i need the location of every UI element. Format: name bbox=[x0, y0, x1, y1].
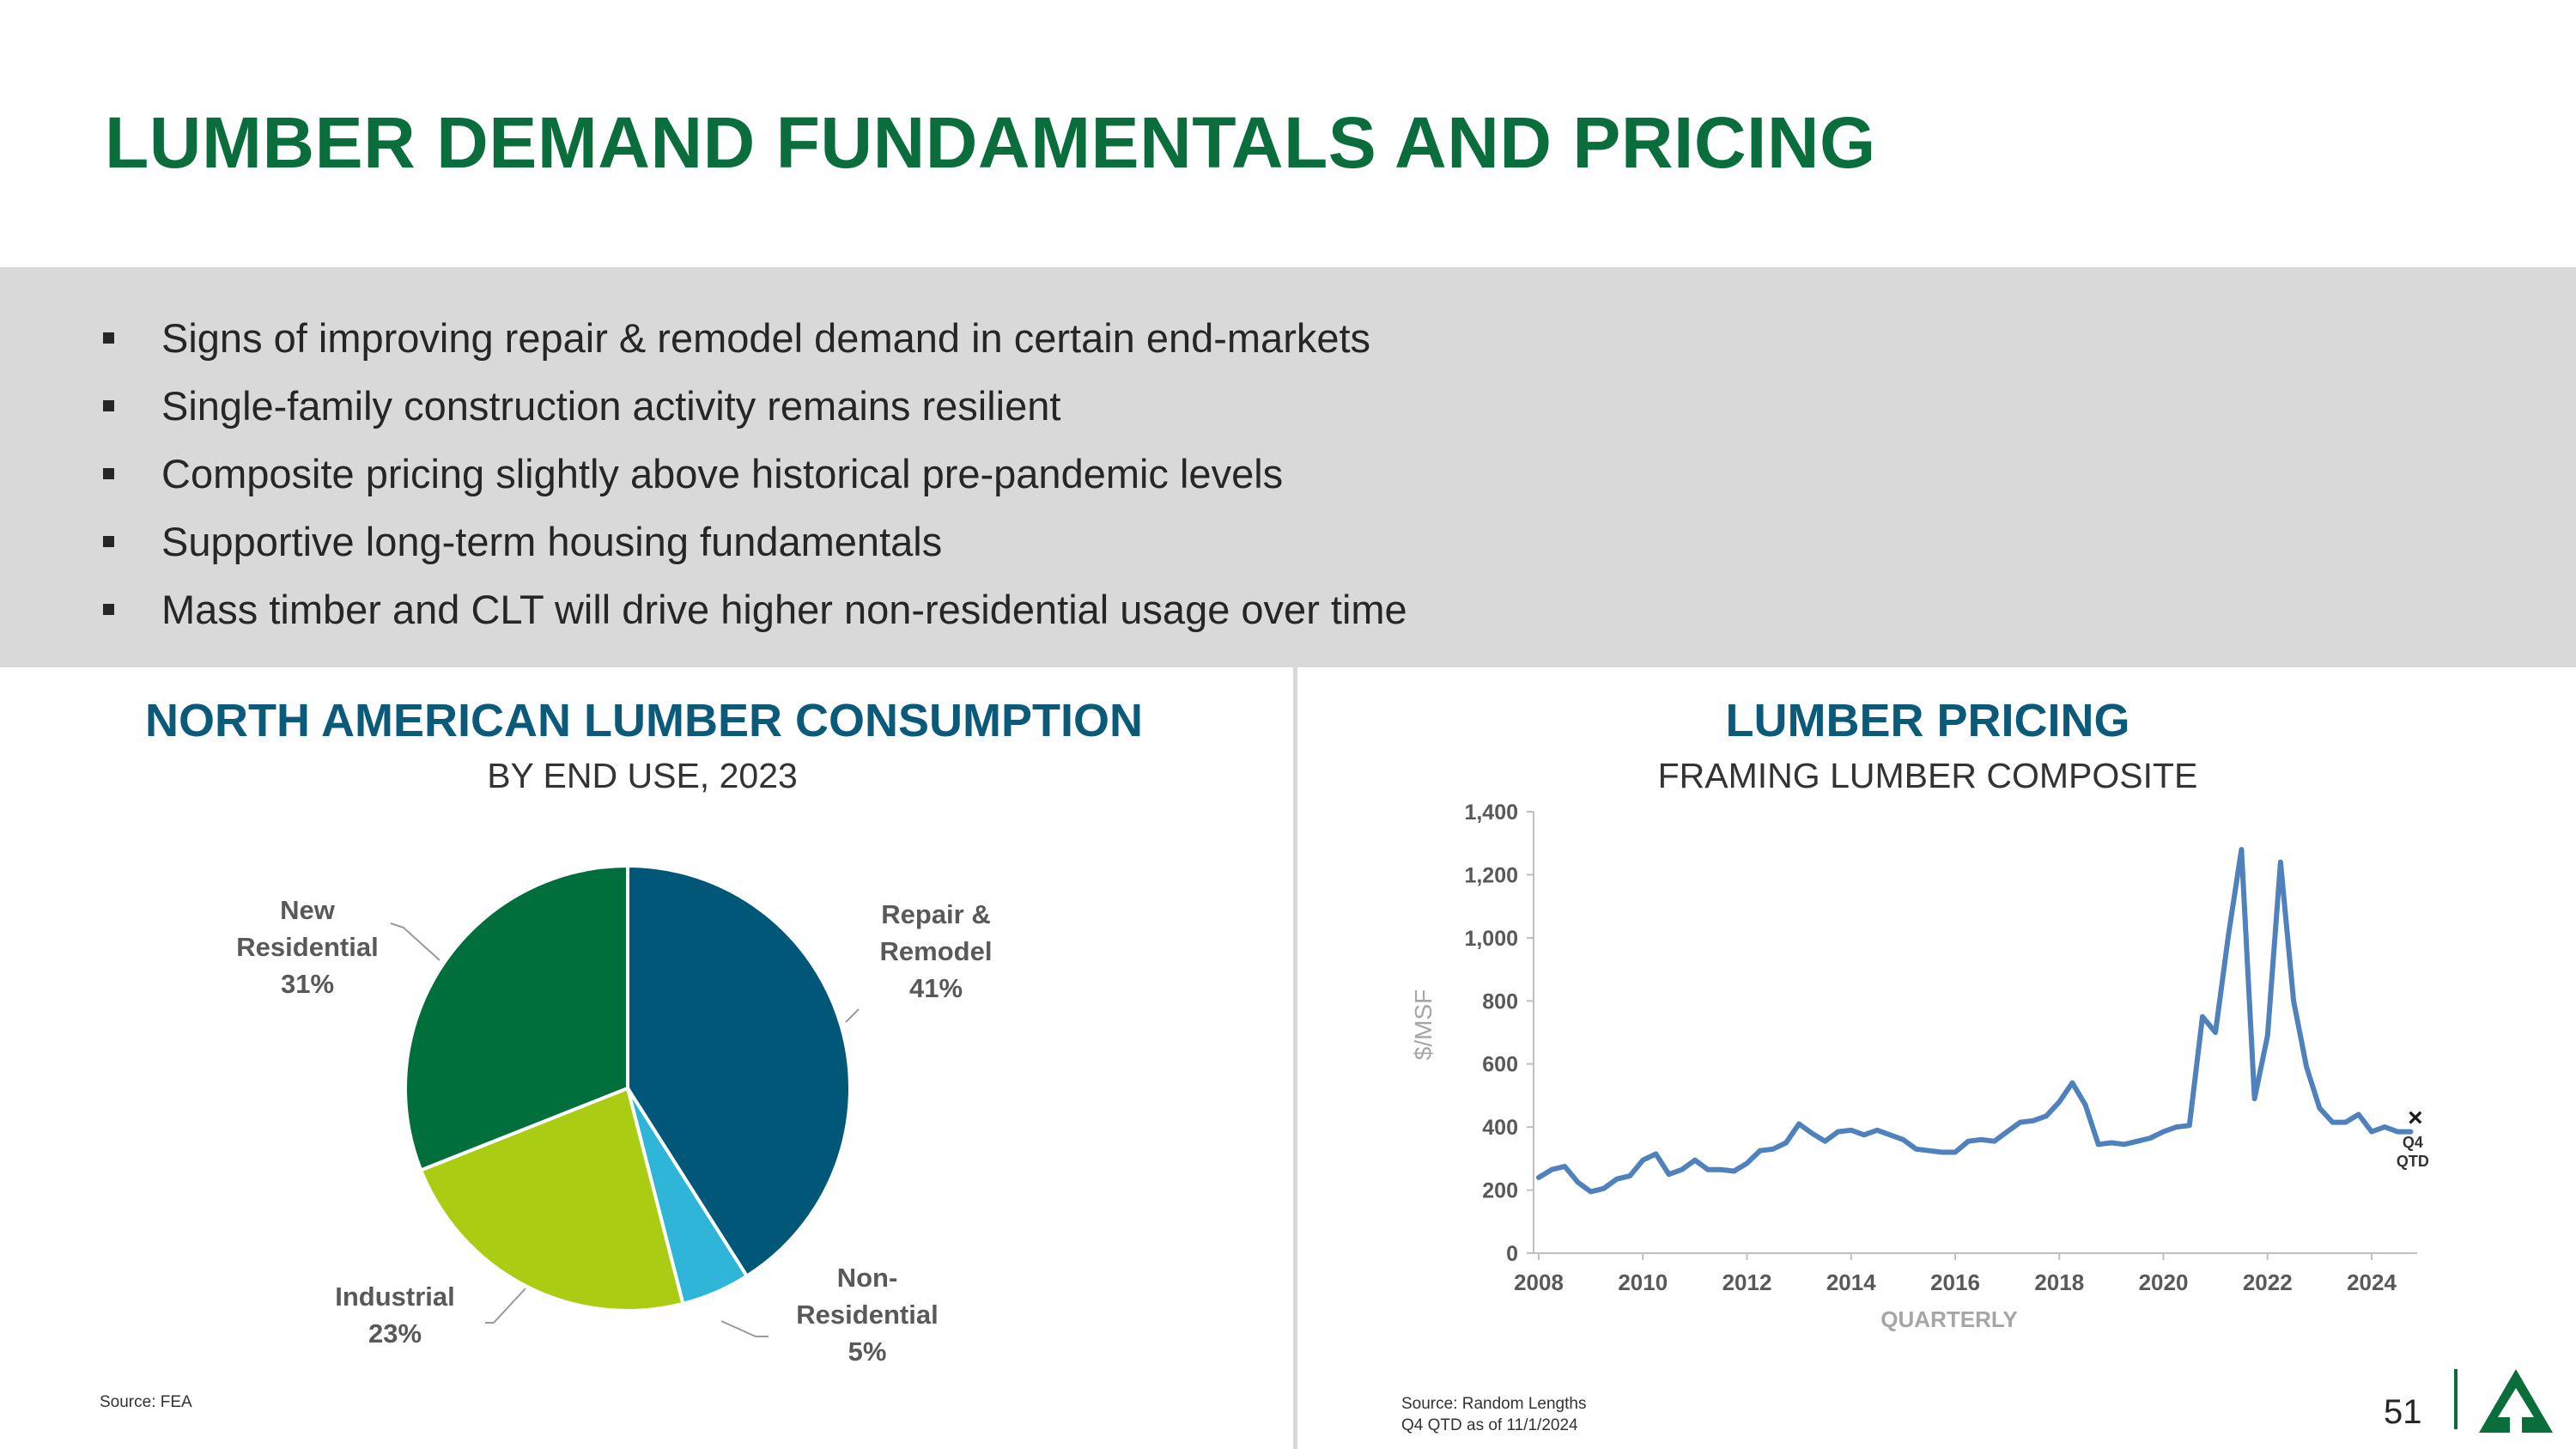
pie-slice-label: Industrial 23% bbox=[335, 1282, 455, 1349]
y-tick-label: 200 bbox=[1482, 1179, 1518, 1203]
line-chart-title: LUMBER PRICING bbox=[1725, 695, 2130, 746]
q4-qtd-marker: × bbox=[2408, 1104, 2423, 1132]
y-tick-label: 1,000 bbox=[1464, 927, 1518, 951]
y-tick-label: 0 bbox=[1506, 1242, 1518, 1266]
bullet-text: Single-family construction activity rema… bbox=[161, 383, 1061, 429]
pie-leader-line bbox=[845, 1008, 860, 1023]
bullet-item: Mass timber and CLT will drive higher no… bbox=[101, 575, 1407, 643]
bullet-square-icon bbox=[103, 536, 114, 547]
panel-divider bbox=[1293, 667, 1297, 1449]
bullet-item: Single-family construction activity rema… bbox=[101, 372, 1407, 440]
y-axis-title: $/MSF bbox=[1410, 989, 1437, 1060]
key-points-band: Signs of improving repair & remodel dema… bbox=[0, 267, 2576, 667]
x-tick-label: 2022 bbox=[2243, 1269, 2293, 1295]
footer-separator bbox=[2454, 1369, 2458, 1429]
tree-triangle-logo-icon bbox=[2479, 1369, 2553, 1433]
pie-leader-line bbox=[485, 1288, 526, 1324]
bullet-text: Composite pricing slightly above histori… bbox=[161, 451, 1284, 496]
y-tick-label: 1,400 bbox=[1464, 801, 1518, 825]
x-tick-label: 2014 bbox=[1826, 1269, 1876, 1295]
y-tick-label: 400 bbox=[1482, 1116, 1518, 1140]
bullet-text: Supportive long-term housing fundamental… bbox=[161, 519, 943, 564]
bullet-square-icon bbox=[103, 400, 114, 411]
line-chart: 0 200 400 600 800 1,000 1,200 1,400 2008 2010 2012… bbox=[1410, 801, 2429, 1332]
y-tick-label: 1,200 bbox=[1464, 863, 1518, 887]
bullet-list: Signs of improving repair & remodel dema… bbox=[101, 304, 1407, 643]
price-series-line bbox=[1536, 847, 2414, 1195]
pie-chart: Repair & Remodel 41% Non-Residential 5% Indus… bbox=[236, 863, 993, 1367]
line-source-line2: Q4 QTD as of 11/1/2024 bbox=[1401, 1416, 1578, 1434]
y-tick-label: 600 bbox=[1482, 1053, 1518, 1077]
page-number: 51 bbox=[2384, 1393, 2422, 1431]
bullet-square-icon bbox=[103, 468, 114, 479]
bullet-text: Mass timber and CLT will drive higher no… bbox=[161, 587, 1407, 632]
pie-slice bbox=[404, 863, 629, 1172]
bullet-text: Signs of improving repair & remodel dema… bbox=[161, 315, 1371, 361]
x-tick-label: 2024 bbox=[2347, 1269, 2397, 1295]
pie-source: Source: FEA bbox=[100, 1393, 192, 1411]
line-source-line1: Source: Random Lengths bbox=[1401, 1395, 1587, 1413]
line-source: Source: Random Lengths Q4 QTD as of 11/1… bbox=[1401, 1393, 1586, 1436]
x-tick-label: 2010 bbox=[1618, 1269, 1668, 1295]
bullet-item: Composite pricing slightly above histori… bbox=[101, 440, 1407, 508]
x-tick-label: 2018 bbox=[2034, 1269, 2084, 1295]
x-tick-label: 2020 bbox=[2139, 1269, 2189, 1295]
x-tick-label: 2008 bbox=[1514, 1269, 1564, 1295]
pie-slice-label: Non-Residential 5% bbox=[796, 1263, 938, 1367]
bullet-item: Supportive long-term housing fundamental… bbox=[101, 508, 1407, 575]
pie-slice bbox=[418, 1086, 685, 1312]
page-title: LUMBER DEMAND FUNDAMENTALS AND PRICING bbox=[105, 102, 1876, 183]
bullet-item: Signs of improving repair & remodel dema… bbox=[101, 304, 1407, 372]
pie-slice-label: New Residential 31% bbox=[236, 895, 378, 999]
bullet-square-icon bbox=[103, 332, 114, 344]
pie-chart-subtitle: BY END USE, 2023 bbox=[487, 756, 798, 795]
x-axis-title: QUARTERLY bbox=[1880, 1306, 2017, 1332]
pie-leader-line bbox=[720, 1320, 769, 1337]
line-chart-subtitle: FRAMING LUMBER COMPOSITE bbox=[1657, 756, 2198, 795]
x-tick-label: 2016 bbox=[1930, 1269, 1980, 1295]
pie-leader-line bbox=[390, 922, 440, 961]
x-tick-label: 2012 bbox=[1722, 1269, 1772, 1295]
q4-qtd-label: Q4 QTD bbox=[2397, 1134, 2429, 1170]
bullet-square-icon bbox=[103, 604, 114, 615]
pie-chart-title: NORTH AMERICAN LUMBER CONSUMPTION bbox=[145, 695, 1143, 746]
y-tick-label: 800 bbox=[1482, 989, 1518, 1014]
pie-slice-label: Repair & Remodel 41% bbox=[880, 899, 993, 1003]
